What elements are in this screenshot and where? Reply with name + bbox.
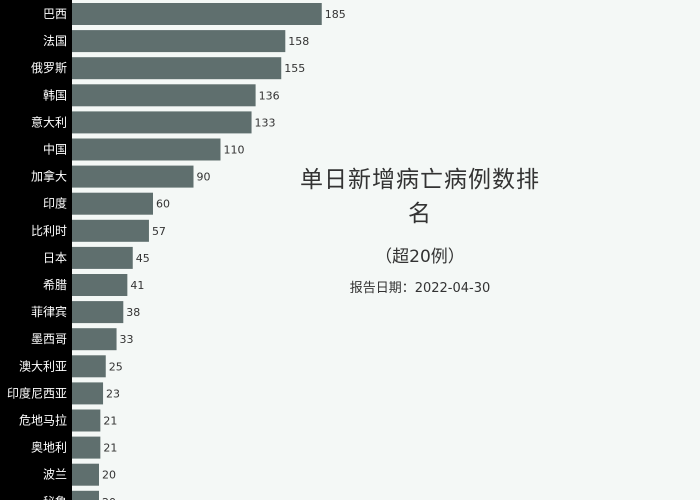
category-label-7: 加拿大 bbox=[31, 169, 67, 184]
bar-1 bbox=[72, 3, 322, 25]
category-label-11: 希腊 bbox=[43, 277, 67, 292]
report-date-label: 报告日期： bbox=[349, 281, 415, 296]
category-label-17: 奥地利 bbox=[31, 441, 67, 455]
bar-17 bbox=[72, 436, 101, 459]
category-label-3: 俄罗斯 bbox=[31, 61, 67, 75]
value-label-7: 90 bbox=[197, 171, 211, 184]
category-label-14: 澳大利亚 bbox=[19, 359, 67, 373]
category-label-6: 中国 bbox=[43, 142, 67, 157]
bar-16 bbox=[72, 409, 101, 432]
value-label-17: 21 bbox=[103, 442, 117, 455]
value-label-6: 110 bbox=[224, 144, 245, 157]
value-label-2: 158 bbox=[288, 35, 309, 48]
bar-11 bbox=[72, 274, 128, 296]
bar-3 bbox=[72, 57, 282, 80]
category-label-12: 菲律宾 bbox=[31, 304, 67, 319]
title-block: 单日新增病亡病例数排名 （超20例） 报告日期：2022-04-30 bbox=[290, 160, 550, 296]
value-label-9: 57 bbox=[152, 225, 166, 238]
value-label-8: 60 bbox=[156, 198, 170, 211]
value-label-5: 133 bbox=[255, 116, 276, 129]
bar-6 bbox=[72, 138, 221, 161]
category-label-1: 巴西 bbox=[43, 7, 67, 21]
category-label-19: 秘鲁 bbox=[43, 495, 67, 500]
bars bbox=[72, 3, 322, 500]
bar-9 bbox=[72, 219, 149, 242]
bar-19 bbox=[72, 490, 99, 500]
category-label-18: 波兰 bbox=[43, 468, 67, 482]
category-label-5: 意大利 bbox=[31, 114, 67, 129]
category-label-10: 日本 bbox=[43, 251, 67, 265]
category-label-13: 墨西哥 bbox=[31, 332, 67, 346]
bar-10 bbox=[72, 246, 133, 269]
bar-18 bbox=[72, 463, 99, 486]
value-label-14: 25 bbox=[109, 360, 123, 373]
category-label-15: 印度尼西亚 bbox=[7, 385, 67, 400]
chart-title: 单日新增病亡病例数排名 bbox=[300, 167, 540, 227]
value-label-12: 38 bbox=[126, 306, 140, 319]
bar-15 bbox=[72, 382, 104, 405]
report-date-value: 2022-04-30 bbox=[414, 281, 491, 296]
category-label-2: 法国 bbox=[43, 34, 67, 48]
bar-12 bbox=[72, 301, 124, 324]
category-label-16: 危地马拉 bbox=[19, 413, 67, 428]
plot-area bbox=[72, 0, 700, 500]
value-label-16: 21 bbox=[103, 415, 117, 428]
value-label-4: 136 bbox=[259, 89, 280, 102]
value-label-3: 155 bbox=[284, 62, 305, 75]
value-labels: 185 158 155 136 133 110 90 60 57 45 41 38 33 25 23 21 21… bbox=[102, 8, 346, 500]
value-label-18: 20 bbox=[102, 469, 116, 482]
category-labels: 巴西法国俄罗斯韩国意大利中国加拿大印度比利时日本希腊菲律宾墨西哥澳大利亚印度尼西… bbox=[7, 7, 67, 500]
value-label-1: 185 bbox=[325, 8, 346, 21]
bar-7 bbox=[72, 165, 194, 188]
bar-14 bbox=[72, 355, 106, 378]
category-label-8: 印度 bbox=[43, 196, 67, 211]
bar-4 bbox=[72, 84, 256, 107]
bar-13 bbox=[72, 328, 117, 351]
value-label-15: 23 bbox=[106, 387, 120, 400]
bar-8 bbox=[72, 192, 153, 215]
value-label-19: 20 bbox=[102, 496, 116, 500]
value-label-11: 41 bbox=[130, 279, 144, 292]
category-label-4: 韩国 bbox=[43, 87, 67, 102]
value-label-10: 45 bbox=[136, 252, 150, 265]
bar-2 bbox=[72, 30, 286, 53]
bar-5 bbox=[72, 111, 252, 134]
category-label-9: 比利时 bbox=[31, 224, 67, 238]
chart-subtitle: （超20例） bbox=[375, 247, 465, 267]
value-label-13: 33 bbox=[120, 333, 134, 346]
report-date: 报告日期：2022-04-30 bbox=[290, 277, 550, 296]
